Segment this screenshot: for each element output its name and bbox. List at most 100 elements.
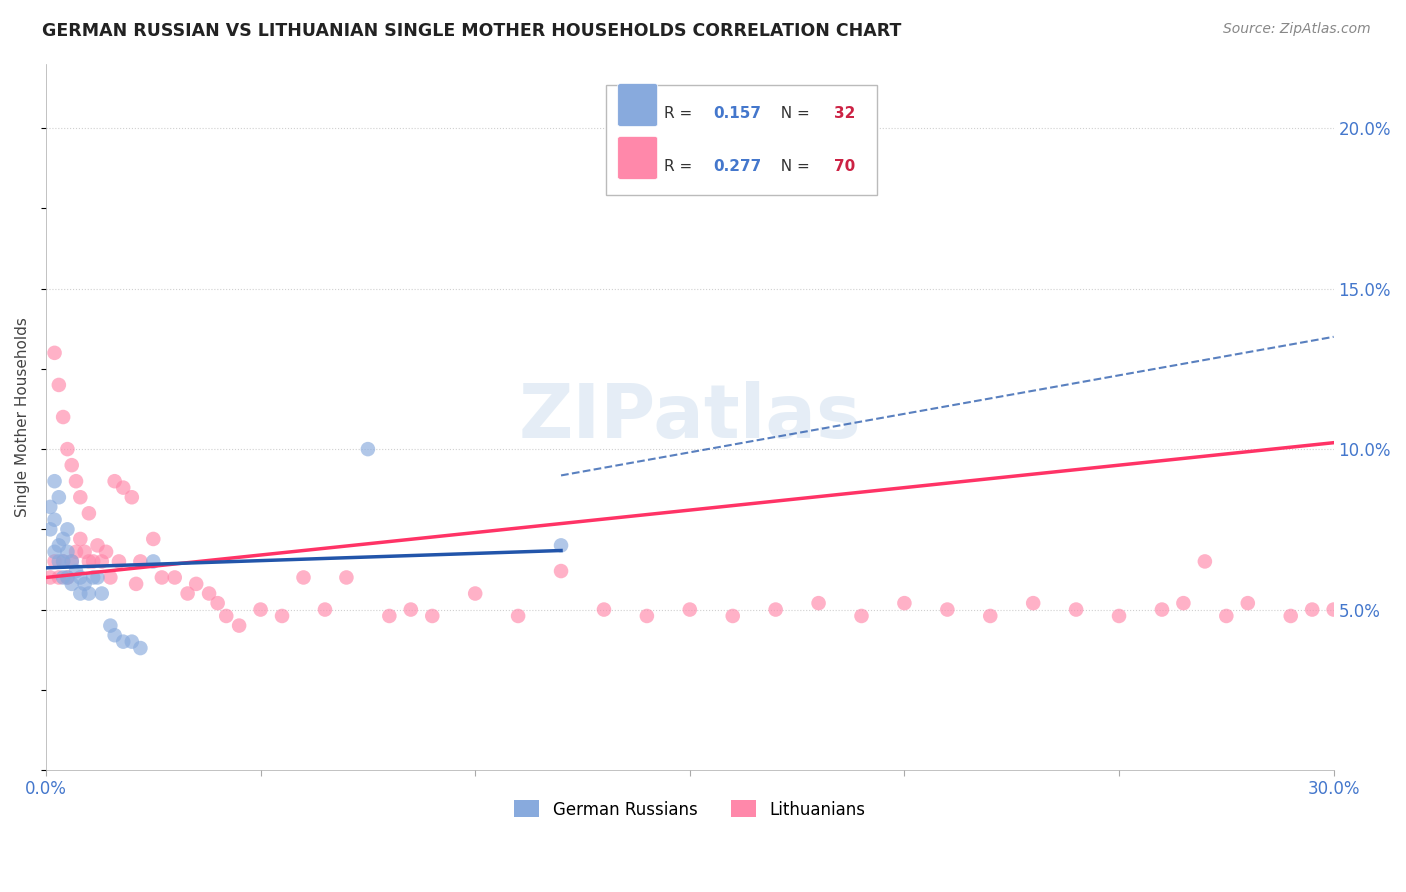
Point <box>56 545 79 559</box>
Point <box>52 570 75 584</box>
Point <box>142 532 165 546</box>
Point <box>104 474 127 488</box>
Point <box>77 506 100 520</box>
Point <box>420 609 443 624</box>
Point <box>112 634 135 648</box>
Point <box>65 545 87 559</box>
Point <box>198 586 221 600</box>
Point <box>48 378 70 392</box>
Point <box>335 570 357 584</box>
Point <box>121 634 143 648</box>
Point <box>86 538 108 552</box>
Point <box>1064 602 1087 616</box>
Point <box>60 458 83 472</box>
Point <box>39 570 62 584</box>
Text: N =: N = <box>770 159 814 174</box>
Point <box>399 602 422 616</box>
Point <box>69 586 91 600</box>
Point <box>48 554 70 568</box>
Point <box>52 410 75 425</box>
Point <box>48 570 70 584</box>
Point <box>56 522 79 536</box>
Point <box>893 596 915 610</box>
Point <box>228 618 250 632</box>
FancyBboxPatch shape <box>617 84 658 127</box>
Point <box>1173 596 1195 610</box>
Point <box>593 602 616 616</box>
Point <box>249 602 271 616</box>
Point <box>69 490 91 504</box>
Text: ZIPatlas: ZIPatlas <box>519 381 860 453</box>
Point <box>90 554 112 568</box>
Point <box>90 586 112 600</box>
Point <box>98 570 121 584</box>
Point <box>82 554 104 568</box>
Point <box>1279 609 1302 624</box>
Point <box>721 609 744 624</box>
Point <box>73 545 96 559</box>
Point <box>163 570 186 584</box>
Point <box>176 586 198 600</box>
Point <box>60 554 83 568</box>
Point <box>508 609 530 624</box>
Point <box>1301 602 1323 616</box>
Point <box>52 532 75 546</box>
Point <box>1150 602 1173 616</box>
Point <box>1236 596 1258 610</box>
Point <box>69 570 91 584</box>
Point <box>1215 609 1237 624</box>
Point <box>69 532 91 546</box>
Point <box>979 609 1001 624</box>
Text: R =: R = <box>664 106 697 121</box>
Point <box>636 609 658 624</box>
Point <box>129 641 152 656</box>
Point <box>60 577 83 591</box>
Point <box>48 490 70 504</box>
Point <box>39 500 62 514</box>
Point <box>52 554 75 568</box>
Point <box>60 554 83 568</box>
Point <box>150 570 173 584</box>
Point <box>314 602 336 616</box>
Point <box>86 570 108 584</box>
Point <box>82 570 104 584</box>
Text: R =: R = <box>664 159 697 174</box>
Point <box>52 554 75 568</box>
FancyBboxPatch shape <box>606 86 876 194</box>
Y-axis label: Single Mother Households: Single Mother Households <box>15 317 30 517</box>
Point <box>550 564 572 578</box>
Point <box>550 538 572 552</box>
Point <box>378 609 401 624</box>
Text: 70: 70 <box>834 159 855 174</box>
Point <box>44 346 66 360</box>
Point <box>1194 554 1216 568</box>
Point <box>73 577 96 591</box>
FancyBboxPatch shape <box>617 136 658 179</box>
Point <box>112 481 135 495</box>
Point <box>129 554 152 568</box>
Point <box>125 577 148 591</box>
Point <box>292 570 315 584</box>
Point <box>44 513 66 527</box>
Point <box>104 628 127 642</box>
Point <box>44 474 66 488</box>
Text: N =: N = <box>770 106 814 121</box>
Point <box>56 570 79 584</box>
Point <box>77 586 100 600</box>
Text: GERMAN RUSSIAN VS LITHUANIAN SINGLE MOTHER HOUSEHOLDS CORRELATION CHART: GERMAN RUSSIAN VS LITHUANIAN SINGLE MOTH… <box>42 22 901 40</box>
Point <box>1323 602 1346 616</box>
Point <box>215 609 238 624</box>
Point <box>1022 596 1045 610</box>
Point <box>56 442 79 456</box>
Point <box>65 474 87 488</box>
Point <box>98 618 121 632</box>
Point <box>48 538 70 552</box>
Text: Source: ZipAtlas.com: Source: ZipAtlas.com <box>1223 22 1371 37</box>
Point <box>39 522 62 536</box>
Point <box>44 554 66 568</box>
Point <box>94 545 117 559</box>
Point <box>186 577 208 591</box>
Legend: German Russians, Lithuanians: German Russians, Lithuanians <box>508 794 872 825</box>
Point <box>679 602 702 616</box>
Point <box>765 602 787 616</box>
